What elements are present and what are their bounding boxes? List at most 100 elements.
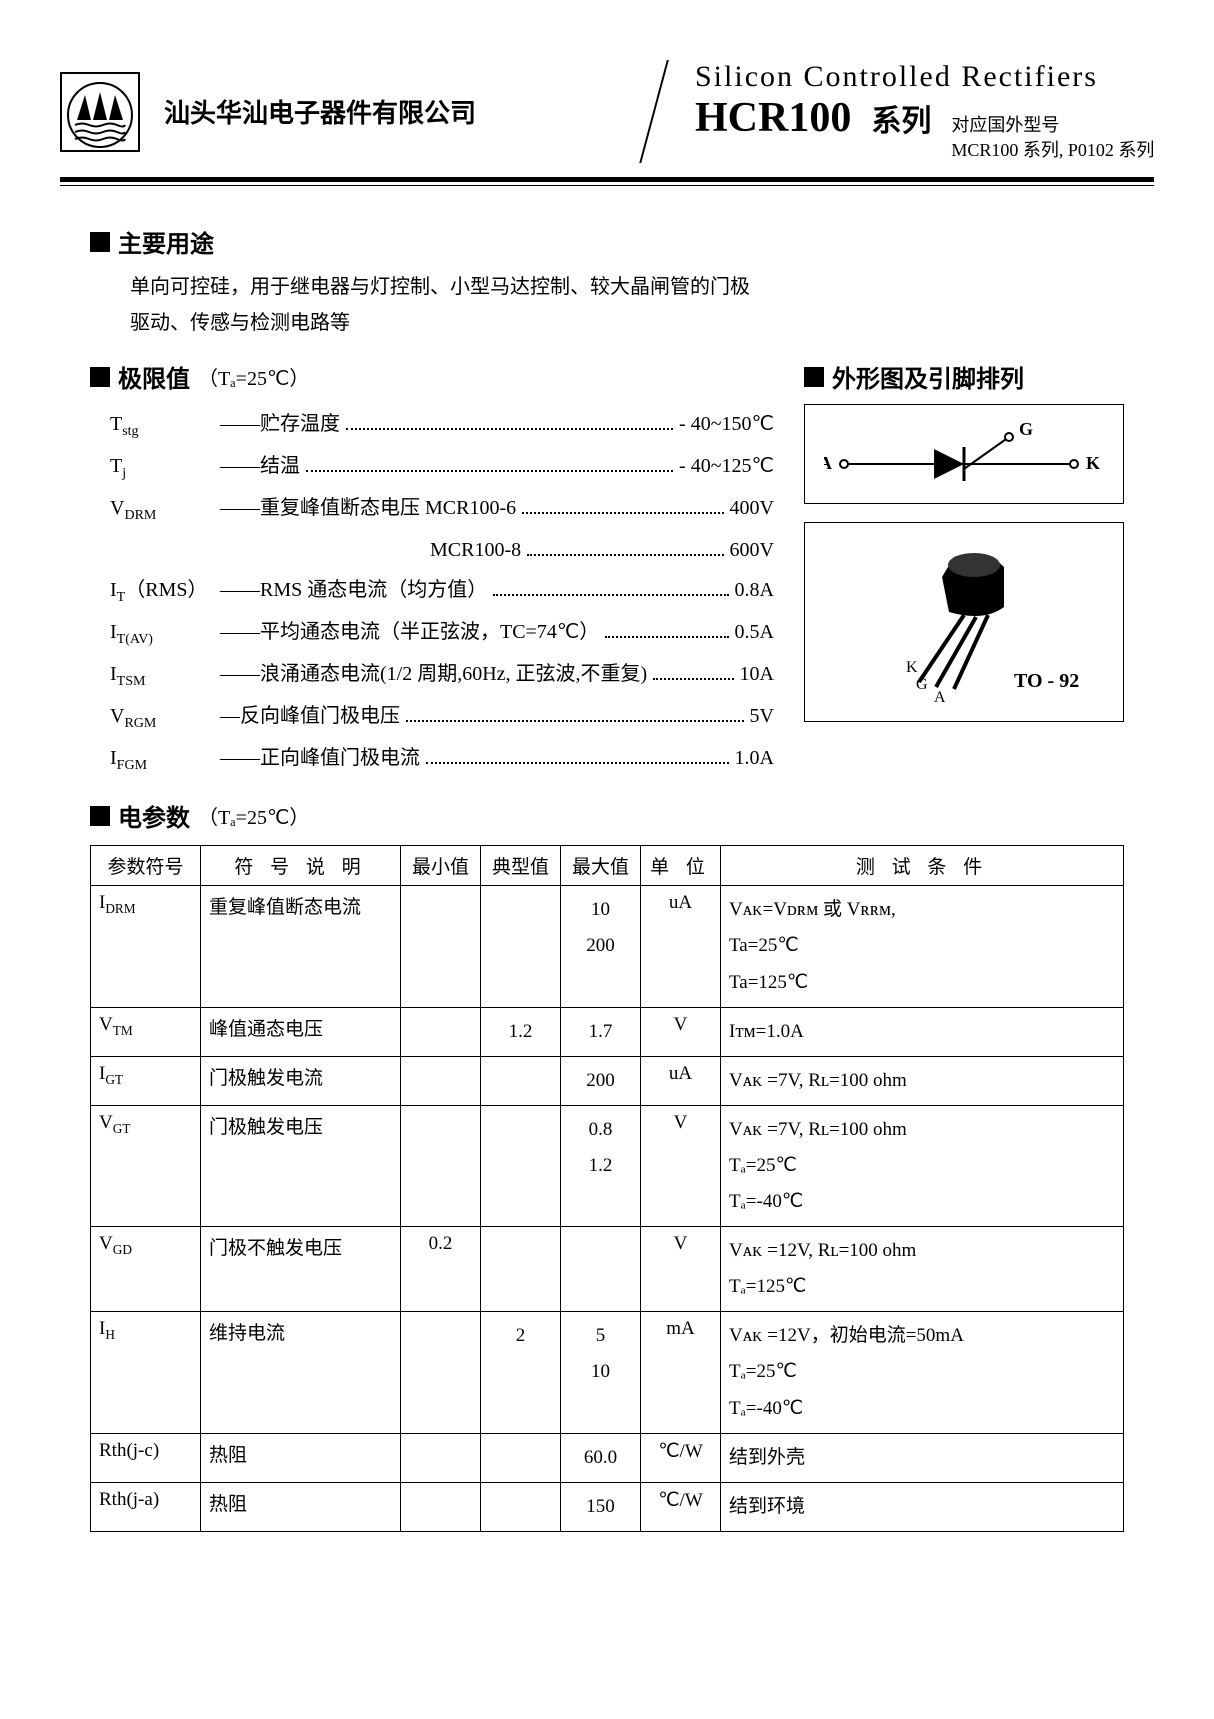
cell-name: 门极不触发电压 [201,1227,401,1312]
cell-max: 0.81.2 [561,1105,641,1226]
cell-unit: uA [641,1056,721,1105]
spec-line: MCR100-8600V [110,530,774,570]
spec-sym: Tj [110,446,220,488]
section-usage-title: 主要用途 [90,224,1124,259]
bullet-icon [90,806,110,826]
section-elec-title: 电参数 （Tₐ=25℃） [90,798,1124,833]
cell-max: 150 [561,1482,641,1531]
table-row: VTM峰值通态电压1.21.7VIᴛᴍ=1.0A [91,1007,1124,1056]
cell-cond: 结到环境 [721,1482,1124,1531]
cell-sym: VGD [91,1227,201,1312]
cell-sym: IH [91,1312,201,1433]
spec-desc: ——RMS 通态电流（均方值） [220,570,487,610]
spec-val: - 40~125℃ [679,446,774,486]
table-row: Rth(j-a)热阻150℃/W结到环境 [91,1482,1124,1531]
spec-desc: ——正向峰值门极电流 [220,738,420,778]
table-row: IGT门极触发电流200uAVᴀᴋ =7V, Rʟ=100 ohm [91,1056,1124,1105]
cell-unit: uA [641,886,721,1007]
limits-list: Tstg——贮存温度- 40~150℃Tj——结温- 40~125℃VDRM——… [90,404,774,780]
spec-val: 400V [730,488,774,528]
cell-name: 峰值通态电压 [201,1007,401,1056]
spec-sym: IFGM [110,738,220,780]
cell-name: 热阻 [201,1433,401,1482]
spec-desc: MCR100-8 [430,530,521,570]
series-suffix: 系列 [871,96,931,140]
equiv-label: 对应国外型号 [951,113,1154,138]
table-row: VGD门极不触发电压0.2VVᴀᴋ =12V, Rʟ=100 ohmTₐ=125… [91,1227,1124,1312]
cell-max: 10200 [561,886,641,1007]
equiv-models: MCR100 系列, P0102 系列 [951,138,1154,163]
th-max: 最大值 [561,846,641,886]
cell-name: 重复峰值断态电流 [201,886,401,1007]
spec-desc: ——重复峰值断态电压 MCR100-6 [220,488,516,528]
elec-title-text: 电参数 [118,798,190,833]
equivalent-block: 对应国外型号 MCR100 系列, P0102 系列 [951,113,1154,163]
logo-icon [65,80,135,150]
to92-icon: K G A TO - 92 [824,537,1104,707]
spec-sym: VDRM [110,488,220,530]
pin-k-label: K [1086,453,1100,473]
cell-name: 维持电流 [201,1312,401,1433]
cell-min [401,1056,481,1105]
spec-val: 1.0A [735,738,774,778]
pin-a: A [934,689,946,706]
spec-val: - 40~150℃ [679,404,774,444]
th-sym: 参数符号 [91,846,201,886]
spec-line: VDRM——重复峰值断态电压 MCR100-6 400V [110,488,774,530]
spec-desc: ——贮存温度 [220,404,340,444]
package-box: K G A TO - 92 [804,522,1124,722]
cell-cond: Iᴛᴍ=1.0A [721,1007,1124,1056]
cell-typ [481,886,561,1007]
cell-unit: ℃/W [641,1482,721,1531]
params-table: 参数符号 符 号 说 明 最小值 典型值 最大值 单 位 测 试 条 件 IDR… [90,845,1124,1531]
spec-val: 10A [740,654,774,694]
cell-sym: VTM [91,1007,201,1056]
cell-sym: Rth(j-c) [91,1433,201,1482]
scr-symbol-box: A K G [804,404,1124,504]
spec-sym: Tstg [110,404,220,446]
table-row: IDRM重复峰值断态电流10200uAVᴀᴋ=Vᴅʀᴍ 或 Vʀʀᴍ,Ta=25… [91,886,1124,1007]
pin-g-label: G [1019,419,1033,439]
cell-min [401,1007,481,1056]
spec-val: 0.8A [735,570,774,610]
cell-name: 热阻 [201,1482,401,1531]
company-logo [60,72,140,152]
bullet-icon [90,232,110,252]
th-min: 最小值 [401,846,481,886]
table-row: IH维持电流2510mAVᴀᴋ =12V，初始电流=50mATₐ=25℃Tₐ=-… [91,1312,1124,1433]
cell-min [401,1433,481,1482]
cell-min [401,886,481,1007]
th-unit: 单 位 [641,846,721,886]
title-block: Silicon Controlled Rectifiers HCR100 系列 … [639,60,1168,163]
spec-sym: ITSM [110,654,220,696]
cell-max: 200 [561,1056,641,1105]
spec-desc: —反向峰值门极电压 [220,696,400,736]
package-label: TO - 92 [1014,670,1079,692]
cell-cond: Vᴀᴋ =12V, Rʟ=100 ohmTₐ=125℃ [721,1227,1124,1312]
scr-symbol-icon: A K G [824,419,1104,489]
bullet-icon [804,367,824,387]
cell-cond: Vᴀᴋ =12V，初始电流=50mATₐ=25℃Tₐ=-40℃ [721,1312,1124,1433]
cell-typ [481,1433,561,1482]
bullet-icon [90,367,110,387]
spec-val: 0.5A [735,612,774,652]
spec-desc: ——平均通态电流（半正弦波，TC=74℃） [220,612,599,652]
spec-line: VRGM—反向峰值门极电压5V [110,696,774,738]
spec-line: ITSM——浪涌通态电流(1/2 周期,60Hz, 正弦波,不重复)10A [110,654,774,696]
outline-title-text: 外形图及引脚排列 [832,359,1024,394]
series-code: HCR100 [695,94,851,142]
table-row: VGT门极触发电压0.81.2VVᴀᴋ =7V, Rʟ=100 ohmTₐ=25… [91,1105,1124,1226]
cell-max: 1.7 [561,1007,641,1056]
cell-min [401,1482,481,1531]
pin-k: K [906,659,918,676]
spec-sym: IT（RMS） [110,570,220,612]
cell-typ [481,1056,561,1105]
section-outline-title: 外形图及引脚排列 [804,359,1124,394]
cell-unit: mA [641,1312,721,1433]
cell-min [401,1312,481,1433]
usage-title-text: 主要用途 [118,224,214,259]
cell-cond: Vᴀᴋ =7V, Rʟ=100 ohmTₐ=25℃Tₐ=-40℃ [721,1105,1124,1226]
cell-sym: IDRM [91,886,201,1007]
header-rule-thick [60,177,1154,182]
th-cond: 测 试 条 件 [721,846,1124,886]
